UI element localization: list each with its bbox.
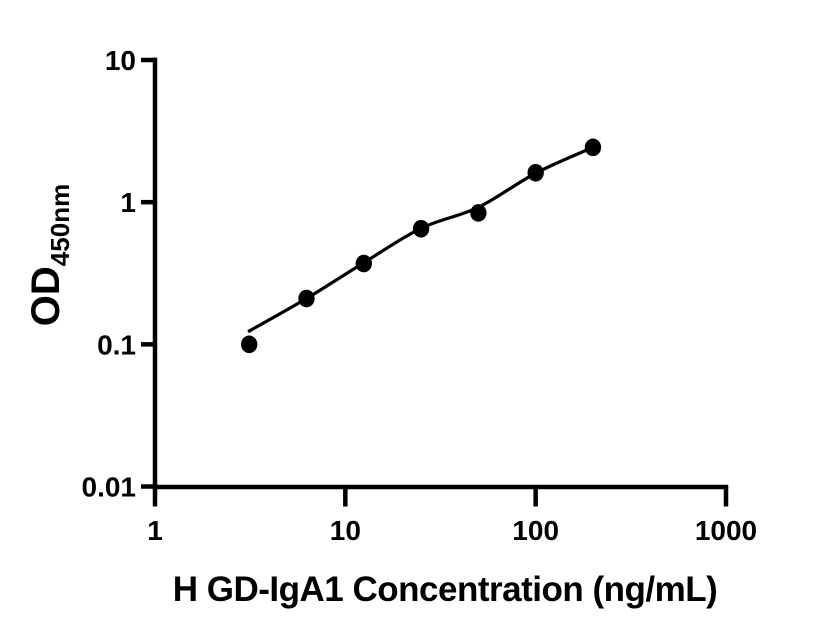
data-point bbox=[240, 335, 258, 354]
y-tick-label: 10 bbox=[105, 45, 136, 76]
data-point bbox=[355, 254, 372, 273]
data-point bbox=[470, 204, 487, 222]
x-tick-label: 1 bbox=[147, 515, 163, 546]
y-axis-title: OD450nm bbox=[24, 184, 75, 326]
x-tick-label: 1000 bbox=[695, 515, 757, 546]
tick-labels: 0.01 0.1 1 10 1 10 100 1000 bbox=[82, 45, 758, 546]
y-tick-label: 1 bbox=[120, 187, 136, 218]
data-point bbox=[412, 219, 430, 238]
y-tick-label: 0.01 bbox=[82, 472, 137, 503]
y-axis-title-subscript: 450nm bbox=[45, 184, 75, 266]
axes bbox=[141, 57, 729, 507]
y-axis-title-main: OD bbox=[24, 266, 68, 326]
x-tick-label: 100 bbox=[512, 515, 559, 546]
x-tick-label: 10 bbox=[330, 515, 361, 546]
data-point bbox=[584, 138, 602, 157]
data-point bbox=[527, 163, 544, 182]
data-point bbox=[298, 289, 315, 308]
y-tick-label: 0.1 bbox=[97, 329, 136, 360]
x-axis-title: H GD-IgA1 Concentration (ng/mL) bbox=[173, 570, 717, 609]
data-points bbox=[240, 138, 602, 354]
